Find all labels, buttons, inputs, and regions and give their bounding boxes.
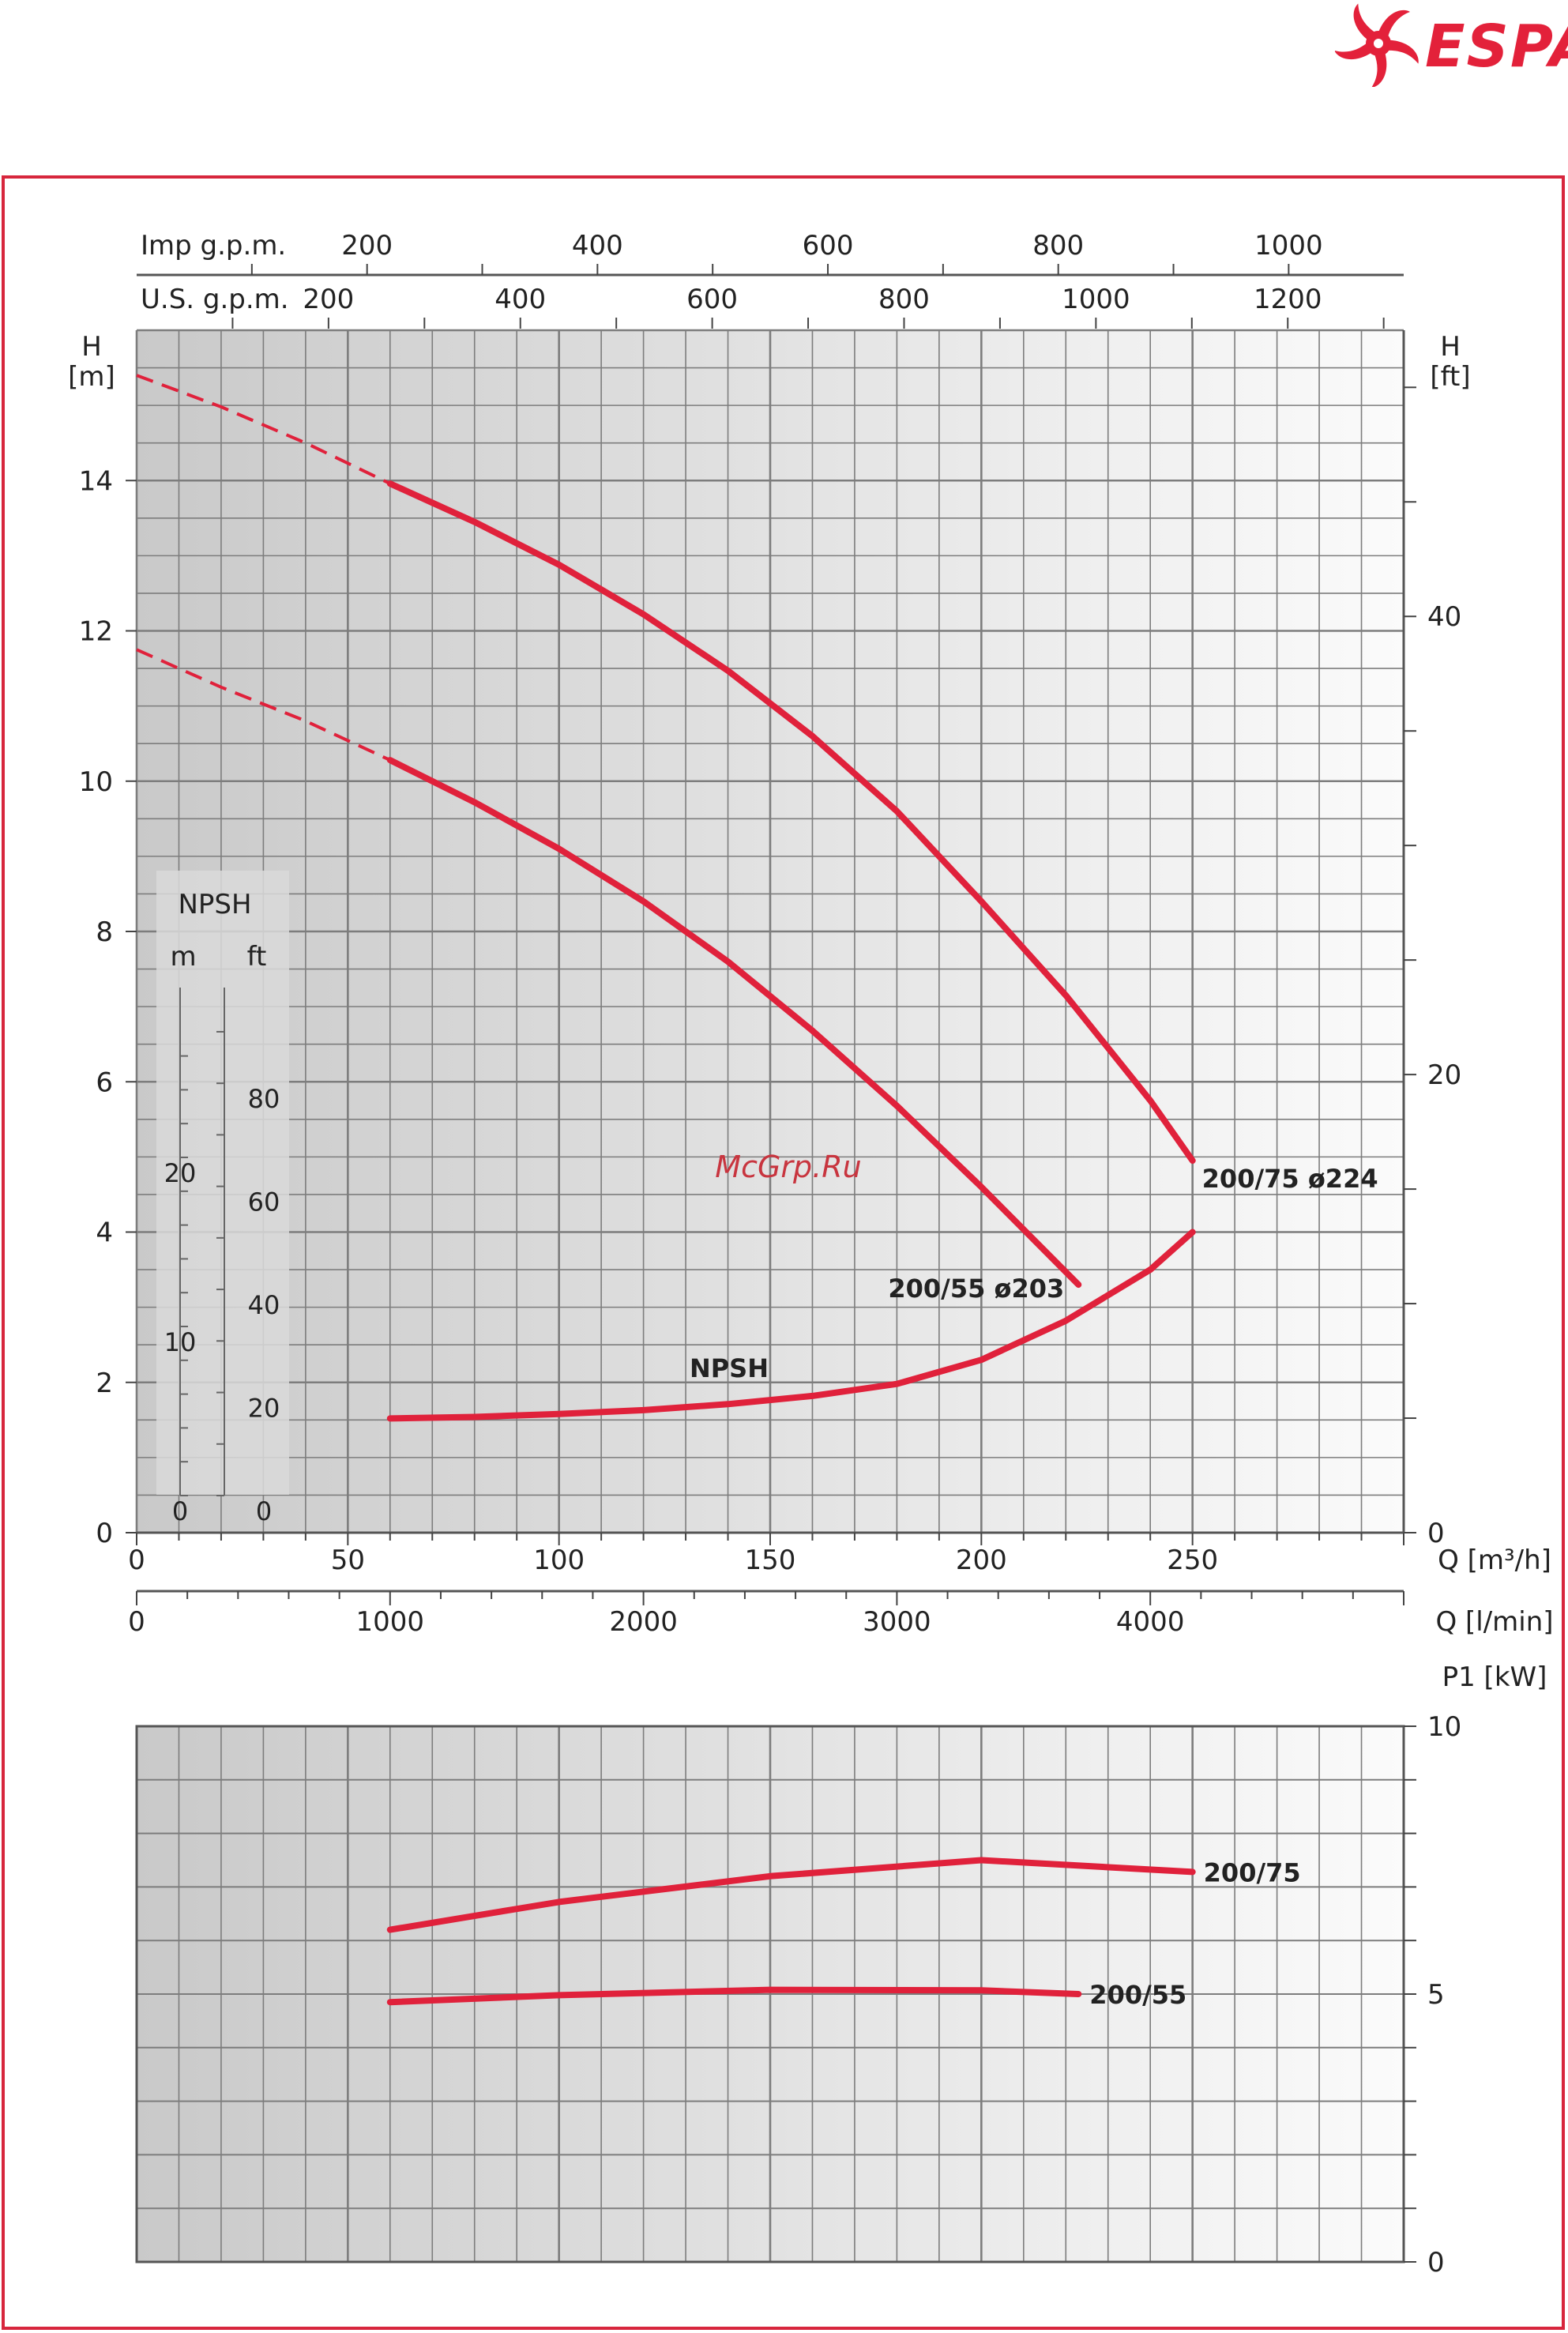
y-tick-label: 12 [79,616,113,648]
series-dashed-extension [136,374,391,485]
lmin-axis-label: Q [l/min] [1435,1606,1553,1638]
lmin-tick-label: 1000 [356,1606,425,1638]
power-chart: 0 5 10 P1 [kW] 200/75 200/55 [135,1661,1547,2278]
right-axis-label: H [1440,331,1461,363]
lmin-tick-label: 0 [128,1606,145,1638]
us-tick-label: 800 [878,284,930,315]
espa-rotor-icon [1335,3,1419,87]
lmin-tick-label: 4000 [1116,1606,1185,1638]
npsh-ft-tick-label: 20 [248,1394,280,1424]
x-tick-label: 0 [128,1545,145,1576]
y-tick-label: 14 [79,465,113,497]
x-tick-label: 200 [956,1545,1007,1576]
us-tick-label: 600 [686,284,738,315]
series-label: NPSH [690,1353,769,1383]
series-label: 200/75 ø224 [1202,1164,1378,1194]
series-line [386,1229,1196,1422]
lmin-tick-label: 3000 [863,1606,931,1638]
npsh-m-tick-label: 10 [164,1327,197,1357]
x-axis-label: Q [m³/h] [1438,1545,1551,1576]
y-tick-label: 0 [96,1518,113,1549]
y-axis-label: H [81,331,102,363]
y-tick-label: 2 [96,1368,113,1399]
series-line [386,480,1196,1165]
x-tick-label: 250 [1167,1545,1218,1576]
imp-tick-label: 1000 [1254,230,1323,262]
us-axis-label: U.S. g.p.m. [141,284,289,315]
power-y-tick-label: 10 [1427,1711,1461,1743]
series-line [386,757,1082,1289]
right-tick-label: 0 [1427,1518,1445,1549]
x-tick-label: 100 [533,1545,585,1576]
right-tick-label: 20 [1427,1059,1461,1091]
power-series-label: 200/75 [1204,1857,1301,1887]
espa-logo: ESPA [1335,0,1568,87]
power-y-tick-label: 5 [1427,1979,1445,2011]
lmin-tick-label: 2000 [609,1606,678,1638]
y-tick-label: 8 [96,916,113,948]
npsh-m-tick-label: 20 [164,1158,197,1188]
series-label: 200/55 ø203 [888,1274,1064,1304]
imp-tick-label: 200 [341,230,393,262]
power-y-axis-label: P1 [kW] [1442,1661,1547,1693]
power-series-line [386,1857,1196,1933]
chart-frame [2,175,1565,2330]
imp-tick-label: 400 [572,230,623,262]
series-dashed-extension [136,648,391,762]
right-axis-label-line2: [ft] [1430,361,1470,393]
imp-axis-label: Imp g.p.m. [141,230,286,262]
npsh-scale-title: NPSH [178,889,251,920]
right-tick-label: 40 [1427,601,1461,633]
power-y-tick-label: 0 [1427,2247,1445,2278]
y-tick-label: 10 [79,766,113,798]
us-tick-label: 1200 [1254,284,1322,315]
y-tick-label: 6 [96,1067,113,1098]
x-tick-label: 50 [331,1545,365,1576]
y-tick-label: 4 [96,1217,113,1249]
npsh-m-label: m [170,941,196,973]
npsh-ft-tick-label: 80 [248,1084,280,1114]
x-tick-label: 150 [745,1545,796,1576]
npsh-m-tick-label: 0 [172,1496,188,1526]
watermark: McGrp.Ru [715,1150,861,1184]
y-axis-label-line2: [m] [68,361,115,393]
npsh-ft-label: ft [247,941,267,973]
us-tick-label: 1000 [1062,284,1130,315]
us-tick-label: 200 [303,284,354,315]
npsh-scale-panel [156,871,289,1495]
brand-name: ESPA [1425,13,1568,81]
npsh-ft-tick-label: 0 [256,1496,272,1526]
power-series-line [386,1986,1082,2006]
imp-tick-label: 600 [803,230,854,262]
imp-tick-label: 800 [1032,230,1084,262]
us-tick-label: 400 [494,284,546,315]
npsh-ft-tick-label: 60 [248,1187,280,1217]
npsh-ft-tick-label: 40 [248,1290,280,1320]
power-series-label: 200/55 [1089,1980,1186,2010]
